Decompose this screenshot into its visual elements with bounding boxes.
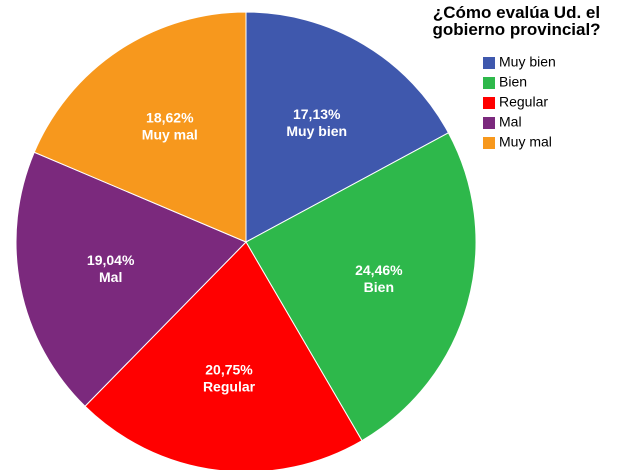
slice-value-label: 17,13% [293,106,341,122]
legend-swatch [483,117,495,129]
legend-label: Bien [499,74,527,90]
slice-category-label: Muy mal [142,127,198,143]
slice-category-label: Muy bien [286,123,347,139]
slice-category-label: Mal [99,269,122,285]
legend-swatch [483,137,495,149]
pie-slice [84,241,363,470]
legend-swatch [483,77,495,89]
pie-slice [245,132,477,442]
slice-value-label: 19,04% [87,252,135,268]
legend-label: Regular [499,94,548,110]
legend-label: Mal [499,114,522,130]
slice-value-label: 18,62% [146,110,194,126]
pie-slice [15,151,247,407]
legend-label: Muy bien [499,54,556,70]
pie-slice [33,11,247,243]
slice-value-label: 20,75% [205,362,253,378]
slice-value-label: 24,46% [355,262,403,278]
slice-category-label: Bien [364,279,394,295]
chart-title: ¿Cómo evalúa Ud. el gobierno provincial? [432,3,601,39]
pie-slice [245,11,450,243]
legend-label: Muy mal [499,134,552,150]
legend-swatch [483,57,495,69]
slice-category-label: Regular [203,379,256,395]
legend-swatch [483,97,495,109]
